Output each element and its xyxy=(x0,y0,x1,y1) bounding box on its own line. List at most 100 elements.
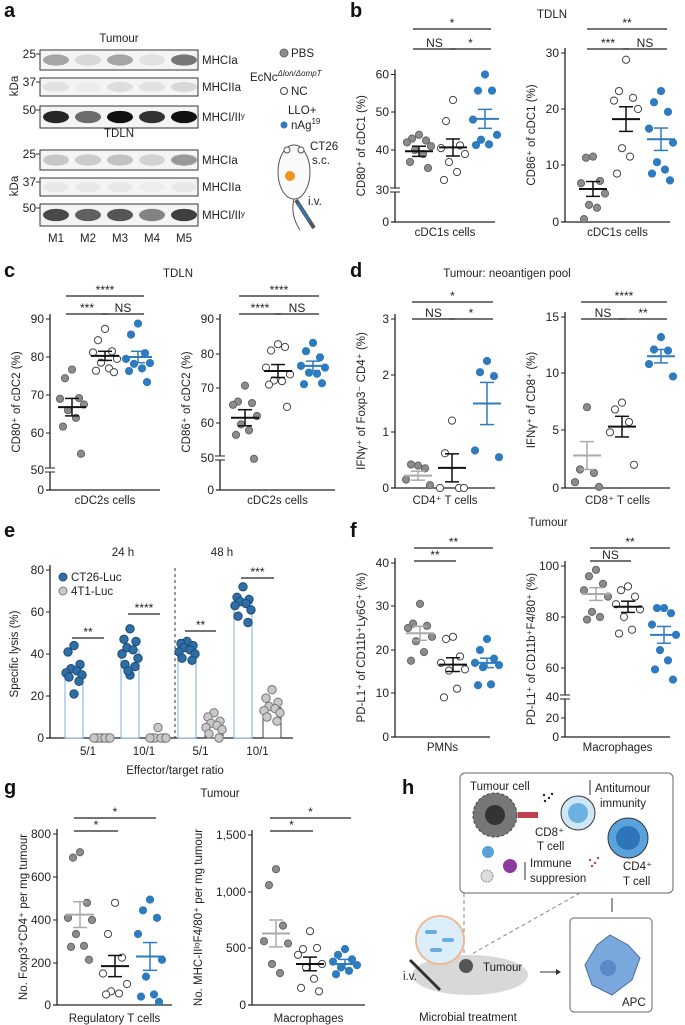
data-point-llo xyxy=(315,353,325,362)
data-point-pbs xyxy=(55,394,65,403)
data-point-pbs xyxy=(591,565,601,574)
significance-label: *** xyxy=(601,36,615,50)
data-point-nc xyxy=(610,405,620,414)
legend-marker-t4t1 xyxy=(58,586,68,596)
data-point-llo xyxy=(331,970,341,979)
data-point-llo xyxy=(656,333,666,342)
significance-label: NS xyxy=(595,306,612,320)
data-point-pbs xyxy=(228,400,238,409)
data-point-ct26 xyxy=(117,649,127,659)
significance-label: * xyxy=(450,16,455,30)
data-point-nc xyxy=(628,93,638,102)
data-point-pbs xyxy=(423,163,433,173)
cd4-nucleus-icon xyxy=(616,826,640,850)
significance-label: NS xyxy=(602,548,619,562)
kda-marker: 37 xyxy=(23,175,37,189)
y-tick-label: 70 xyxy=(201,381,215,395)
y-tick-label: 20 xyxy=(31,689,45,703)
y-tick-label: 90 xyxy=(31,312,45,326)
data-point-ct26 xyxy=(133,653,143,663)
data-point-ct26 xyxy=(230,601,240,611)
protein-label: MHCI/IIʸ xyxy=(202,210,245,222)
data-point-pbs xyxy=(75,848,85,857)
data-point-t4t1 xyxy=(272,716,282,726)
data-point-pbs xyxy=(71,929,81,939)
y-tick-label: 1,000 xyxy=(216,885,246,899)
data-point-t4t1 xyxy=(262,712,272,722)
protein-label: MHCIa xyxy=(202,155,238,167)
label-immunity: immunity xyxy=(600,798,646,810)
data-point-llo xyxy=(475,645,485,655)
data-point-pbs xyxy=(240,381,250,390)
data-point-pbs xyxy=(278,921,288,930)
lane-label: M3 xyxy=(112,233,128,245)
data-point-pbs xyxy=(579,215,589,224)
data-point-t4t1 xyxy=(275,708,285,718)
data-point-pbs xyxy=(582,403,592,412)
data-point-pbs xyxy=(420,464,430,473)
label-tumour-h: Tumour xyxy=(483,962,522,974)
kda-marker: 25 xyxy=(23,147,37,161)
y-axis-label: CD80⁺ of cDC2 (%) xyxy=(11,351,23,452)
data-point-llo xyxy=(299,380,309,389)
x-axis-label: cDC1s cells xyxy=(587,227,648,239)
data-point-llo xyxy=(480,70,490,79)
data-point-nc xyxy=(617,398,627,407)
y-tick-label: 70 xyxy=(31,388,45,402)
data-point-pbs xyxy=(584,572,594,581)
data-point-llo xyxy=(136,992,146,1001)
blot-band xyxy=(139,154,165,166)
data-point-nc xyxy=(623,582,633,591)
data-point-llo xyxy=(149,990,159,999)
title-g: Tumour xyxy=(200,788,239,800)
data-point-ct26 xyxy=(177,653,187,663)
lane-label: M1 xyxy=(48,233,64,245)
label-apc: APC xyxy=(622,997,646,1009)
data-point-llo xyxy=(301,347,311,356)
data-point-llo xyxy=(668,675,678,684)
label-cd8-tcell: T cell xyxy=(537,841,564,853)
blot-band xyxy=(139,110,165,124)
kda-marker: 25 xyxy=(23,47,37,61)
data-point-ct26 xyxy=(63,647,73,657)
y-tick-label: 20 xyxy=(376,643,390,657)
label-cd8: CD8⁺ xyxy=(535,827,564,839)
label-antitumour: Antitumour xyxy=(595,783,651,795)
significance-label: *** xyxy=(80,301,94,315)
data-point-pbs xyxy=(413,461,423,470)
x-axis-label: cDC1s cells xyxy=(415,227,476,239)
x-axis-label: Macrophages xyxy=(583,742,653,754)
blot-band xyxy=(75,82,101,92)
significance-label: ** xyxy=(625,535,635,549)
axis-break xyxy=(45,468,55,472)
dot-plot-d2: 0 5 10 15 IFNγ⁺ of CD8⁺ (%) CD8⁺ T cells ****N… xyxy=(526,289,678,507)
panel-letter-c: c xyxy=(4,260,15,282)
data-point-nc xyxy=(273,340,283,349)
data-point-nc xyxy=(614,629,624,638)
y-tick-label: 90 xyxy=(201,312,215,326)
label-cd4: CD4⁺ xyxy=(623,861,652,873)
legend-label-t4t1: 4T1-Luc xyxy=(71,586,113,598)
panel-letter-h: h xyxy=(402,777,414,799)
data-point-ct26 xyxy=(69,640,79,651)
legend-marker-pbs xyxy=(279,48,289,58)
data-point-nc xyxy=(122,979,132,989)
blot-band xyxy=(107,181,133,193)
data-point-llo xyxy=(647,620,657,629)
data-point-llo xyxy=(655,646,665,655)
blot-band xyxy=(139,208,165,222)
data-point-t4t1 xyxy=(145,733,155,743)
y-tick-label: 60 xyxy=(376,68,390,82)
data-point-nc xyxy=(455,652,465,661)
blot-band xyxy=(171,110,197,124)
data-point-llo xyxy=(644,359,654,369)
data-point-llo xyxy=(133,319,143,328)
y-tick-label: 1 xyxy=(382,425,389,439)
data-point-pbs xyxy=(414,130,424,139)
data-point-pbs xyxy=(421,136,431,145)
label-iv: i.v. xyxy=(308,196,322,208)
data-point-llo xyxy=(138,906,148,915)
y-tick-label: 400 xyxy=(31,913,51,927)
data-point-nc xyxy=(609,96,619,105)
